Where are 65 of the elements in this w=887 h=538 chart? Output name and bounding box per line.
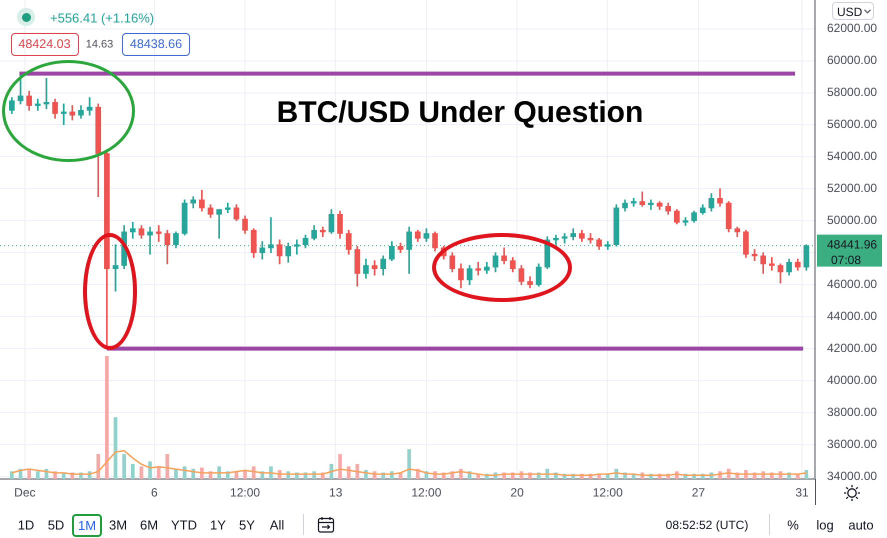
x-tick-label: 12:00: [230, 486, 260, 500]
x-tick-label: 20: [510, 486, 524, 500]
y-tick-label: 44000.00: [827, 308, 878, 323]
x-tick-label: Dec: [14, 486, 36, 500]
bar: [122, 454, 126, 479]
annotation: 14.63: [86, 38, 114, 50]
button: 48438.66: [122, 33, 190, 56]
y-tick-label: 38000.00: [827, 404, 878, 419]
bar: [174, 468, 178, 479]
y-tick-label: 62000.00: [827, 21, 878, 36]
text: 08:52:52 (UTC): [666, 518, 748, 532]
text: 1D: [18, 518, 34, 532]
x-tick-label: 12:00: [592, 486, 624, 500]
bar: [130, 464, 135, 479]
text: BTC/USD Under Question: [276, 96, 644, 129]
candlestick: [112, 244, 118, 292]
button: 1M: [72, 514, 102, 536]
candlestick: [268, 217, 274, 254]
dropdown: USD: [832, 2, 874, 20]
candlestick: [553, 234, 559, 246]
text: log: [816, 518, 834, 532]
candlestick: [147, 226, 153, 255]
y-tick-label: 42000.00: [827, 340, 878, 355]
y-tick-label: 46000.00: [827, 276, 878, 291]
y-tick-label: 60000.00: [827, 53, 878, 68]
bar: [148, 461, 152, 479]
text: All: [270, 518, 284, 532]
candlestick: [588, 233, 594, 244]
candlestick: [648, 200, 654, 210]
y-tick-label: 52000.00: [827, 181, 878, 196]
candlestick: [682, 217, 688, 226]
bar: [165, 454, 170, 479]
text: 3M: [108, 518, 128, 532]
text: 5D: [48, 518, 64, 532]
bar: [27, 470, 31, 479]
bar: [338, 454, 342, 479]
button: 48424.03: [10, 33, 78, 56]
y-tick-label: 34000.00: [827, 468, 878, 483]
annotation: +556.41 (+1.16%): [50, 10, 154, 26]
y-tick-label: 36000.00: [827, 436, 878, 451]
x-tick-label: 27: [692, 486, 706, 500]
x-tick-label: 31: [795, 486, 810, 500]
text: 07:08: [830, 252, 862, 266]
candlestick: [752, 249, 758, 262]
text: %: [787, 518, 799, 532]
x-tick-label: 6: [151, 486, 158, 500]
y-tick-label: 58000.00: [827, 85, 878, 100]
y-tick-label: 40000.00: [827, 372, 878, 387]
text: 1Y: [210, 518, 226, 532]
bar: [36, 471, 40, 479]
ref-line-label: 48441.96: [827, 237, 878, 252]
bar: [105, 356, 109, 479]
x-tick-label: 12:00: [411, 486, 442, 500]
candlestick: [562, 233, 568, 244]
y-tick-label: 56000.00: [827, 117, 878, 132]
y-tick-label: 54000.00: [827, 149, 878, 164]
text: 5Y: [239, 518, 255, 532]
bar: [407, 449, 411, 479]
y-tick-label: 50000.00: [827, 213, 878, 228]
bar: [140, 466, 144, 479]
x-tick-label: 13: [329, 486, 343, 500]
text: 6M: [140, 518, 158, 532]
text: auto: [848, 518, 874, 532]
text: YTD: [171, 518, 197, 532]
bar: [114, 417, 118, 479]
